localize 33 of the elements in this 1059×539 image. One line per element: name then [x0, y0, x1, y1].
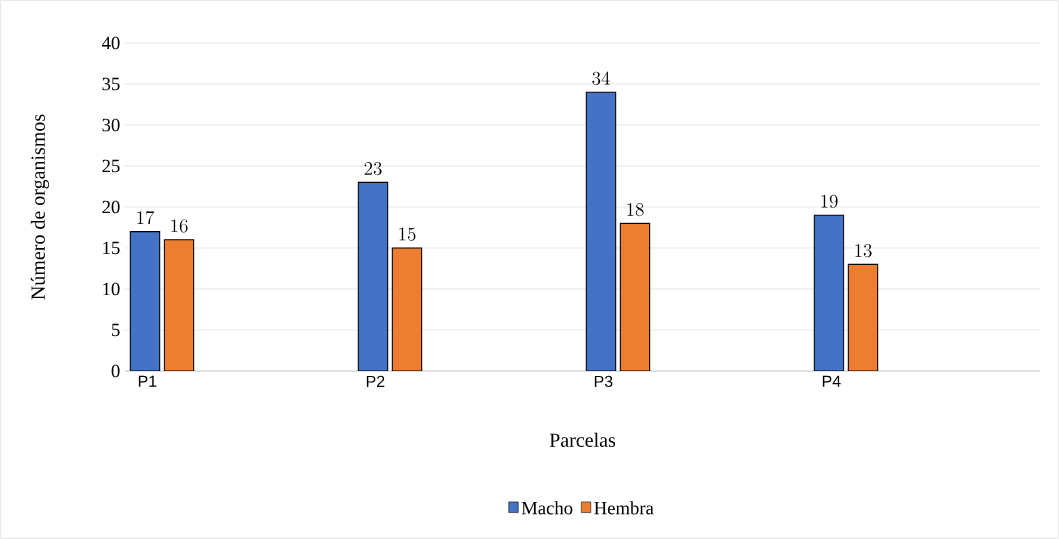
- x-axis-title: Parcelas: [549, 432, 616, 447]
- y-tick-label: 0: [111, 364, 120, 378]
- data-label: 19: [821, 194, 838, 208]
- y-tick-label: 15: [103, 241, 120, 255]
- bar: [391, 247, 423, 371]
- x-tick-label: P3: [594, 375, 613, 388]
- data-label: 16: [171, 219, 188, 233]
- bar: [813, 214, 845, 371]
- data-label: 13: [855, 244, 872, 258]
- y-tick-label: 30: [102, 118, 120, 132]
- x-tick-label: P4: [822, 375, 841, 387]
- bar: [847, 263, 879, 371]
- y-tick-label: 35: [102, 77, 120, 91]
- y-tick-label: 5: [112, 323, 120, 337]
- y-tick-label: 40: [101, 36, 120, 50]
- data-label: 23: [364, 162, 382, 176]
- legend-label: Macho: [521, 501, 573, 515]
- y-axis-title: Número de organismos: [30, 114, 50, 300]
- data-label: 34: [592, 71, 610, 85]
- bar: [585, 91, 617, 371]
- bar: [357, 181, 389, 371]
- y-tick-label: 25: [102, 159, 120, 173]
- y-tick-label: 10: [103, 282, 120, 296]
- bar: [619, 222, 651, 371]
- bar: [163, 239, 195, 371]
- y-tick-label: 20: [102, 200, 120, 214]
- data-label: 18: [627, 203, 644, 217]
- bar: [129, 231, 161, 371]
- x-tick-label: P1: [138, 375, 157, 387]
- x-tick-label: P2: [366, 375, 385, 387]
- legend-label: Hembra: [594, 501, 654, 515]
- data-label: 17: [137, 210, 155, 225]
- data-label: 15: [399, 227, 416, 241]
